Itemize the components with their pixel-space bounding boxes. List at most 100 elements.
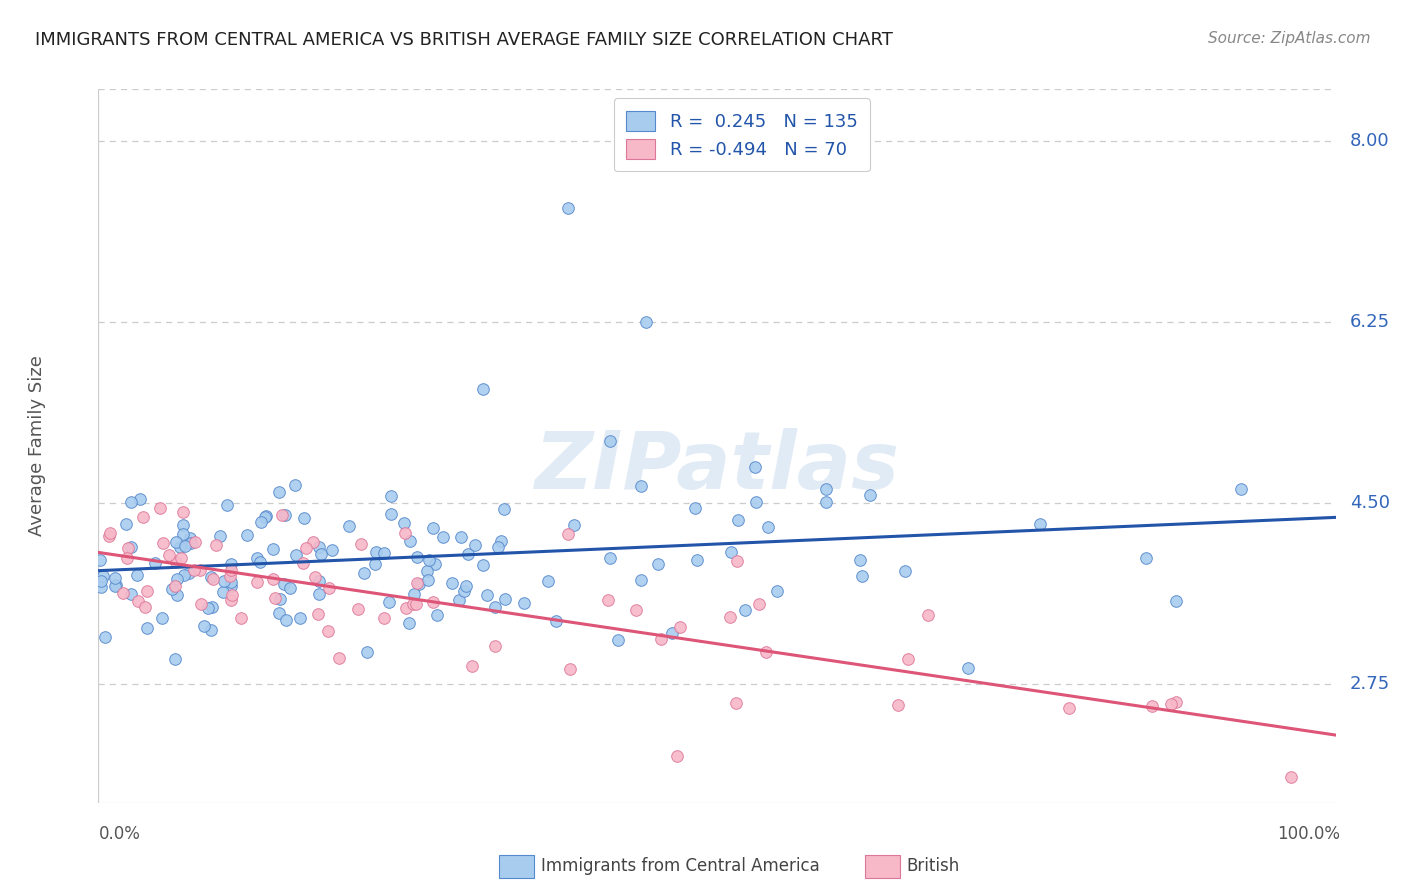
Point [491,534,513,549]
Point [183,562,205,576]
Point [152,535,174,549]
Point [269,591,291,606]
Point [814,495,837,509]
Point [200,624,222,638]
Text: British: British [907,857,960,875]
Point [179,531,201,545]
Point [380,489,402,503]
Point [634,315,657,329]
Point [169,551,191,566]
Point [402,587,425,601]
Point [184,534,207,549]
Point [308,574,330,588]
Point [127,594,149,608]
Point [666,749,689,764]
Point [453,583,475,598]
Point [236,528,259,542]
Point [274,508,297,523]
Point [104,578,127,592]
Point [755,645,778,659]
Point [1142,698,1164,713]
Point [727,513,749,527]
Point [173,527,195,541]
Point [316,624,339,638]
Point [263,591,285,605]
Point [246,574,269,589]
Point [599,551,621,566]
Point [1164,695,1187,709]
Point [150,611,173,625]
Point [120,540,142,554]
Point [422,521,444,535]
Point [276,613,298,627]
Point [200,570,222,584]
Point [166,588,188,602]
Point [1279,770,1302,784]
Point [229,610,252,624]
Point [848,553,870,567]
Point [188,563,211,577]
Point [484,600,506,615]
Point [89,552,111,566]
Point [447,593,470,607]
Point [309,547,332,561]
Point [193,619,215,633]
Point [917,607,939,622]
Point [307,607,329,621]
Point [418,573,440,587]
Point [669,620,692,634]
Text: 4.50: 4.50 [1350,494,1389,512]
Point [513,596,536,610]
Point [219,575,242,590]
Point [472,382,495,396]
Point [894,564,917,578]
Point [165,579,187,593]
Text: Source: ZipAtlas.com: Source: ZipAtlas.com [1208,31,1371,46]
Point [450,530,472,544]
Point [292,511,315,525]
Point [536,574,558,588]
Point [219,568,242,582]
Point [304,570,326,584]
Point [172,517,194,532]
Point [173,539,195,553]
Point [129,492,152,507]
Point [112,585,135,599]
Point [851,568,873,582]
Point [205,538,228,552]
Point [394,526,416,541]
Text: ZIPatlas: ZIPatlas [534,428,900,507]
Point [134,599,156,614]
Point [356,645,378,659]
Point [426,607,449,622]
Point [815,483,838,497]
Point [353,566,375,581]
Point [630,574,652,588]
Point [246,551,269,566]
Point [173,567,195,582]
Point [607,632,630,647]
Point [562,517,585,532]
Point [328,651,350,665]
Point [475,588,498,602]
Point [262,572,284,586]
Point [744,459,766,474]
Point [394,516,416,530]
Point [94,631,117,645]
Text: 100.0%: 100.0% [1277,825,1340,843]
Point [859,487,882,501]
Point [650,632,672,646]
Point [380,507,402,521]
Point [120,495,142,509]
Point [190,597,212,611]
Point [273,577,295,591]
Point [104,571,127,585]
Point [269,484,291,499]
Point [756,520,779,534]
Text: 6.25: 6.25 [1350,313,1391,331]
Point [405,598,427,612]
Point [630,479,652,493]
Point [432,530,454,544]
Point [177,566,200,580]
Point [402,597,425,611]
